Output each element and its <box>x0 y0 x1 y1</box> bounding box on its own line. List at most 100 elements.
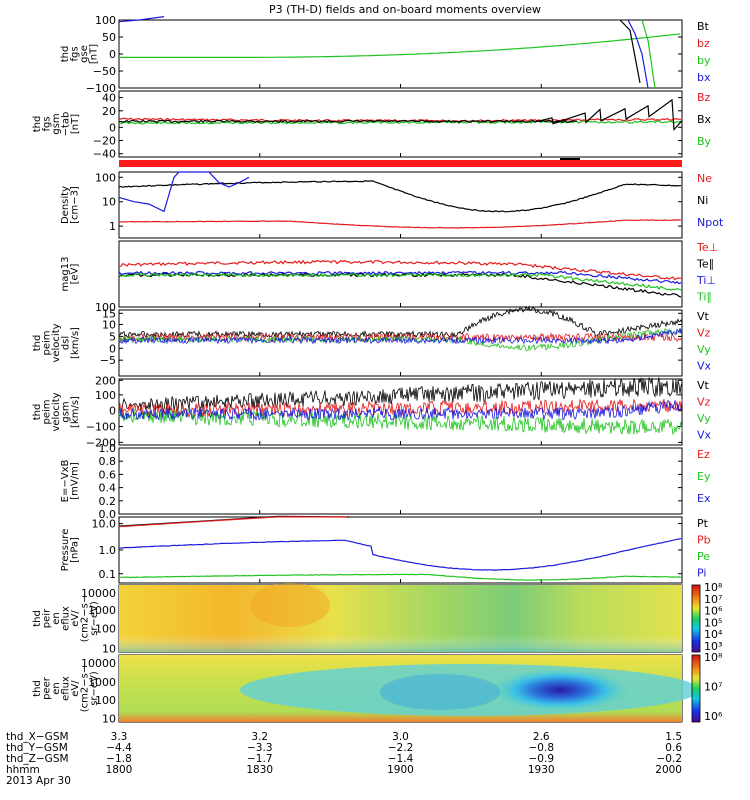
series-bx-drop <box>627 19 649 89</box>
legend-entry: Bt <box>697 20 710 33</box>
panel-frame <box>118 447 683 515</box>
panel-mode-bar <box>119 158 682 167</box>
y-axis-label-line: thd <box>32 116 43 133</box>
y-axis-label-line: [km/s] <box>70 396 81 428</box>
legend-entry: Pe <box>697 550 710 563</box>
legend-entry: Npot <box>697 216 724 229</box>
y-axis-label-line: velocity <box>51 392 62 431</box>
legend-entry: Vt <box>697 379 710 392</box>
footer-value: −0.2 <box>657 753 683 765</box>
footer-value: −1.7 <box>247 753 273 765</box>
footer-value: −1.4 <box>388 753 414 765</box>
legend-entry: Vx <box>697 360 712 373</box>
footer-row-label: hhmm <box>6 764 40 776</box>
y-tick-label: 100 <box>95 623 116 636</box>
ion-colorbar-scale <box>691 584 701 653</box>
y-axis-label-line: Pressure <box>60 529 71 572</box>
legend-entry: Vz <box>697 396 711 409</box>
y-axis-label-line: peim <box>42 399 53 424</box>
footer-row-label: thd_X−GSM <box>6 731 69 743</box>
y-axis-label-line: [km/s] <box>70 327 81 359</box>
series-Pi <box>118 537 682 571</box>
y-tick-label: 0.2 <box>99 495 117 508</box>
colorbar-tick-label: 10⁷ <box>704 681 722 694</box>
y-tick-label: −100 <box>86 421 116 434</box>
footer-value: −1.8 <box>106 753 132 765</box>
y-tick-label: 5 <box>109 330 116 343</box>
colorbar-tick-label: 10⁶ <box>704 710 723 723</box>
electron-spectrogram-shoulder <box>380 674 500 710</box>
series-Te-perp <box>119 259 682 281</box>
legend-entry: By <box>697 135 712 148</box>
y-axis-label-line: eflux <box>61 676 72 701</box>
y-tick-label: 200 <box>95 374 116 387</box>
series-Pe <box>119 573 682 581</box>
y-tick-label: 0 <box>109 405 116 418</box>
legend-entry: Vy <box>697 412 711 425</box>
y-axis-label-line: (cm2−s− <box>80 595 91 642</box>
series-Ne <box>118 219 682 229</box>
legend-entry: Ni <box>697 194 708 207</box>
y-axis-label-line: (cm2−s− <box>80 665 91 712</box>
y-axis-label-line: gse <box>79 45 90 63</box>
panel-frame <box>118 19 683 89</box>
y-tick-label: 100 <box>95 14 116 27</box>
footer-date: 2013 Apr 30 <box>6 775 71 787</box>
panel-frame <box>118 516 683 584</box>
y-tick-label: 10 <box>102 643 116 656</box>
series-Ti-par <box>118 272 682 291</box>
y-tick-label: 10 <box>102 196 116 209</box>
ion-spectrogram-hotspot <box>250 583 330 627</box>
y-tick-label: 1000 <box>88 604 116 617</box>
footer-value: 3.3 <box>111 731 128 743</box>
series-Ti-perp <box>118 270 682 285</box>
legend-entry: Vz <box>697 327 711 340</box>
y-axis-label-line: gsm <box>51 113 62 134</box>
y-axis-label-line: Density <box>60 186 71 224</box>
y-axis-label-line: fgs <box>70 46 81 61</box>
y-axis-label-line: thd <box>32 404 43 421</box>
y-axis-label-line: [nPa] <box>70 537 81 563</box>
y-tick-label: −200 <box>86 436 116 449</box>
y-tick-label: 0 <box>109 48 116 61</box>
panel-temperature: 100 mag13[eV] Te⊥ Te∥ Ti⊥ Ti∥ <box>60 240 718 314</box>
legend-entry: Bx <box>697 113 712 126</box>
series-by-drop <box>641 19 656 89</box>
series-Vx-gsm <box>118 400 683 422</box>
mode-bar-fill <box>119 160 682 167</box>
legend-entry: Ne <box>697 172 712 185</box>
y-axis-label-line: en <box>51 612 62 625</box>
y-tick-label: 0.1 <box>99 568 117 581</box>
y-tick-label: 100 <box>95 694 116 707</box>
footer-value: −0.9 <box>529 753 555 765</box>
legend-entry: bx <box>697 71 711 84</box>
y-axis-label-line: en <box>51 682 62 695</box>
series-Pb <box>118 516 348 528</box>
y-tick-label: 100 <box>95 171 116 184</box>
electron-colorbar <box>691 654 701 723</box>
y-tick-label: 10 <box>102 319 116 332</box>
colorbar-tick-label: 10⁶ <box>704 605 723 618</box>
series-Vx-dsl <box>118 328 683 345</box>
footer-value: −3.3 <box>247 742 273 754</box>
y-tick-label: 1000 <box>88 676 116 689</box>
y-tick-label: 20 <box>102 105 116 118</box>
colorbar-tick-label: 10⁵ <box>704 616 722 629</box>
y-tick-label: 10000 <box>81 587 116 600</box>
footer-value: −2.2 <box>388 742 414 754</box>
panel-frame <box>118 309 683 377</box>
y-tick-label: 50 <box>102 31 116 44</box>
footer-value: 1800 <box>106 764 133 776</box>
colorbar-tick-label: 10⁷ <box>704 593 722 606</box>
panel-frame <box>118 240 683 308</box>
y-axis-label-line: thd <box>32 335 43 352</box>
y-tick-label: 0.8 <box>99 455 117 468</box>
y-tick-label: 10000 <box>81 657 116 670</box>
y-axis-label-line: eV/ <box>70 680 81 697</box>
y-tick-label: −5 <box>100 354 116 367</box>
y-tick-label: −100 <box>86 82 116 95</box>
y-tick-label: 0.4 <box>99 482 117 495</box>
y-axis-label-line: [cm−3] <box>70 186 81 224</box>
footer-value: 1.5 <box>665 731 682 743</box>
y-tick-label: −40 <box>93 148 116 161</box>
